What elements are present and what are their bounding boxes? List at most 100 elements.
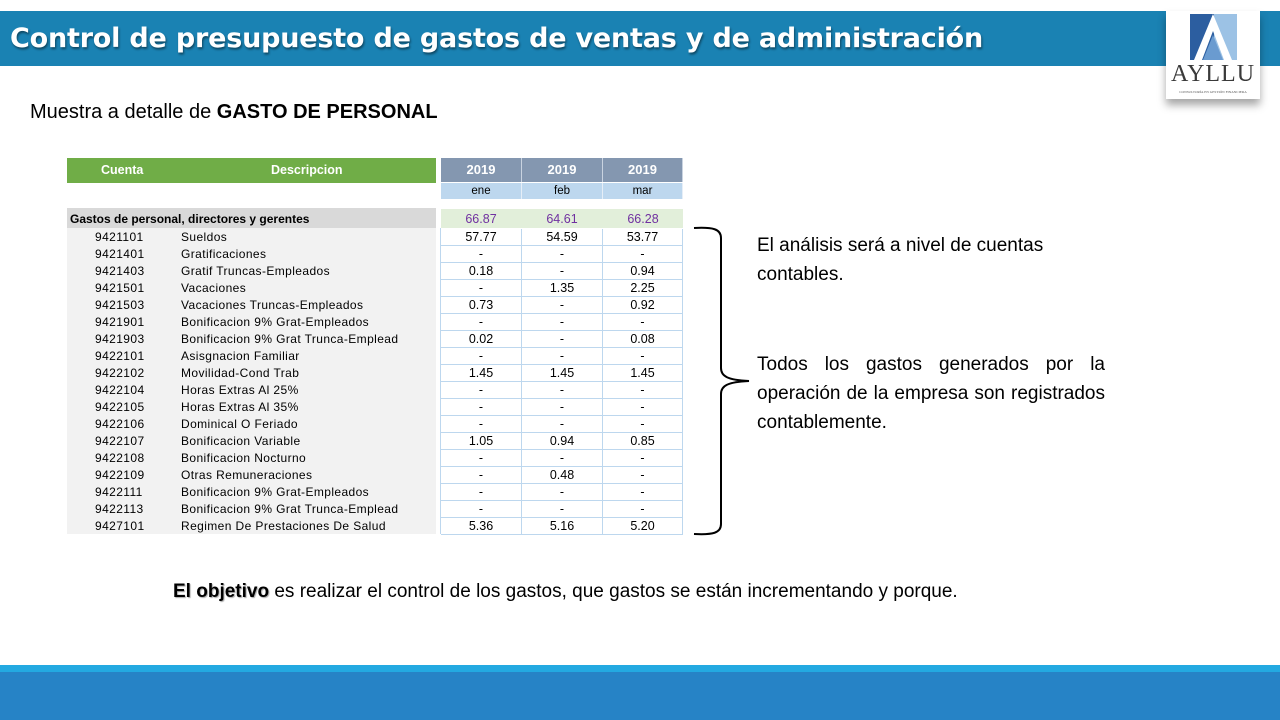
value-cell-ene: 0.02	[441, 331, 522, 348]
account-code: 9421501	[95, 281, 145, 295]
logo-tagline: CONSULTORÍA EN GESTIÓN FINANCIERA	[1179, 90, 1247, 94]
value-cell-mar: -	[603, 501, 683, 518]
value-cell-ene: -	[441, 246, 522, 263]
value-cell-mar: -	[603, 314, 683, 331]
note-analysis-level: El análisis será a nivel de cuentas cont…	[757, 235, 1044, 285]
objective-bold: El objetivo	[173, 581, 270, 602]
value-cell-feb: 0.48	[522, 467, 603, 484]
value-cell-ene: -	[441, 399, 522, 416]
logo-wordmark: AYLLU	[1170, 61, 1256, 87]
account-code: 9421903	[95, 332, 145, 346]
account-code: 9422106	[95, 417, 145, 431]
value-cell-ene: 0.18	[441, 263, 522, 280]
value-cell-feb: 1.35	[522, 280, 603, 297]
header-year-2: 2019	[522, 158, 603, 182]
account-description: Bonificacion 9% Grat-Empleados	[181, 315, 370, 329]
account-code: 9427101	[95, 519, 145, 533]
value-cell-ene: -	[441, 501, 522, 518]
account-description: Horas Extras Al 35%	[181, 400, 299, 414]
value-cell-feb: -	[522, 501, 603, 518]
value-cell-ene: -	[441, 348, 522, 365]
values-frame	[440, 228, 683, 534]
value-cell-feb: -	[522, 331, 603, 348]
value-cell-feb: -	[522, 297, 603, 314]
value-cell-ene: 1.45	[441, 365, 522, 382]
value-cell-ene: 5.36	[441, 518, 522, 535]
row-values: ---	[441, 348, 683, 365]
account-description: Gratif Truncas-Empleados	[181, 264, 330, 278]
account-code: 9422101	[95, 349, 145, 363]
group-row-values: 66.87 64.61 66.28	[441, 209, 683, 228]
account-code: 9422109	[95, 468, 145, 482]
value-cell-feb: -	[522, 263, 603, 280]
value-cell-mar: 5.20	[603, 518, 683, 535]
account-code: 9421401	[95, 247, 145, 261]
value-cell-ene: -	[441, 467, 522, 484]
value-cell-ene: 1.05	[441, 433, 522, 450]
value-cell-ene: -	[441, 314, 522, 331]
ayllu-a-logo-icon	[1190, 14, 1237, 60]
header-year-1: 2019	[441, 158, 522, 182]
value-cell-mar: -	[603, 399, 683, 416]
row-values: 57.77 54.59 53.77	[441, 229, 683, 246]
account-description: Asisgnacion Familiar	[181, 349, 300, 363]
account-description: Otras Remuneraciones	[181, 468, 313, 482]
table-header-accounts: Cuenta Descripcion	[67, 158, 436, 183]
value-cell-mar: 0.94	[603, 263, 683, 280]
section-subtitle: Muestra a detalle de GASTO DE PERSONAL	[30, 101, 438, 124]
row-values: ---	[441, 382, 683, 399]
row-values: 1.05 0.94 0.85	[441, 433, 683, 450]
account-description: Gratificaciones	[181, 247, 267, 261]
account-code: 9421503	[95, 298, 145, 312]
value-cell-ene: -	[441, 280, 522, 297]
ayllu-logo: AYLLU CONSULTORÍA EN GESTIÓN FINANCIERA	[1166, 11, 1260, 99]
value-cell-mar: 53.77	[603, 229, 683, 246]
account-code: 9421101	[95, 230, 144, 244]
header-month-3: mar	[603, 183, 683, 199]
objective-text: es realizar el control de los gastos, qu…	[269, 581, 958, 602]
subtitle-bold: GASTO DE PERSONAL	[216, 101, 438, 123]
row-values: 5.36 5.16 5.20	[441, 518, 683, 535]
table-body-background	[67, 208, 436, 534]
account-description: Horas Extras Al 25%	[181, 383, 299, 397]
account-description: Bonificacion 9% Grat Trunca-Emplead	[181, 332, 399, 346]
value-cell-mar: 0.85	[603, 433, 683, 450]
row-values: 0.18-0.94	[441, 263, 683, 280]
value-cell-feb: 0.94	[522, 433, 603, 450]
account-code: 9422107	[95, 434, 145, 448]
account-description: Bonificacion 9% Grat Trunca-Emplead	[181, 502, 399, 516]
row-values: ---	[441, 484, 683, 501]
header-descripcion: Descripcion	[271, 163, 343, 177]
row-values: ---	[441, 246, 683, 263]
account-code: 9422113	[95, 502, 144, 516]
row-values: ---	[441, 416, 683, 433]
header-cuenta: Cuenta	[101, 163, 144, 177]
header-month-2: feb	[522, 183, 603, 199]
value-cell-mar: -	[603, 246, 683, 263]
row-values: ---	[441, 314, 683, 331]
value-cell-ene: -	[441, 382, 522, 399]
value-cell-mar: -	[603, 416, 683, 433]
group-value-ene: 66.87	[465, 212, 497, 226]
account-code: 9422105	[95, 400, 145, 414]
subtitle-prefix: Muestra a detalle de	[30, 101, 217, 123]
value-cell-ene: -	[441, 484, 522, 501]
account-description: Sueldos	[181, 230, 228, 244]
row-values: -1.35 2.25	[441, 280, 683, 297]
footer-accent-stripe	[0, 665, 1280, 672]
group-row-label: Gastos de personal, directores y gerente…	[67, 208, 436, 228]
value-cell-mar: -	[603, 348, 683, 365]
note-all-expenses: Todos los gastos generados por la operac…	[757, 354, 1105, 433]
account-description: Vacaciones Truncas-Empleados	[181, 298, 364, 312]
value-cell-mar: -	[603, 450, 683, 467]
row-values: 0.73-0.92	[441, 297, 683, 314]
account-code: 9422104	[95, 383, 145, 397]
value-cell-feb: -	[522, 416, 603, 433]
value-cell-feb: 5.16	[522, 518, 603, 535]
account-description: Regimen De Prestaciones De Salud	[181, 519, 386, 533]
value-cell-feb: -	[522, 246, 603, 263]
value-cell-feb: -	[522, 484, 603, 501]
group-value-mar: 66.28	[627, 212, 659, 226]
value-cell-mar: -	[603, 467, 683, 484]
row-values: ---	[441, 501, 683, 518]
